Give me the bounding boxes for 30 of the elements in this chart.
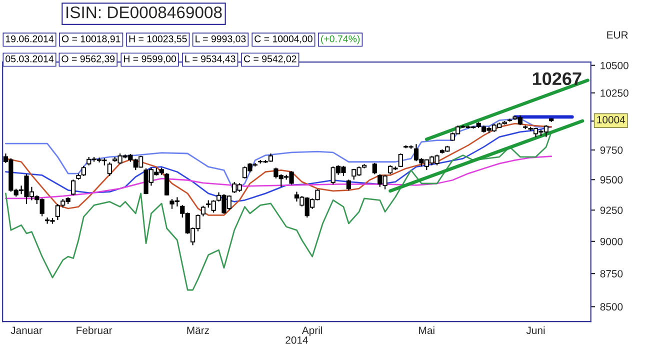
text: L = 9993,03	[196, 35, 246, 44]
y-tick-label: 9500	[600, 176, 623, 184]
x-tick-label: Februar	[76, 326, 112, 334]
annotation: 05.03.2014	[6, 55, 54, 62]
x-tick-label: Januar	[10, 326, 42, 334]
y-tick-label: 8750	[600, 270, 623, 278]
y-tick-label: 10250	[600, 89, 628, 97]
text: H = 10023,55	[129, 35, 187, 44]
x-tick-label: Mai	[419, 326, 434, 334]
y-tick-label: 9250	[600, 206, 623, 214]
text: 10004	[597, 116, 626, 124]
text: (+0.74%)	[321, 35, 360, 44]
annotation: H = 9599,00	[124, 55, 176, 64]
annotation: C = 9542,02	[244, 55, 296, 64]
y-tick-label: 9000	[600, 238, 623, 246]
annotation: O = 9562,39	[62, 55, 115, 64]
annotation: 10267	[532, 72, 582, 86]
text: C = 10004,00	[254, 35, 312, 44]
text: O = 10018,91	[62, 35, 120, 44]
y-axis-title: EUR	[607, 31, 628, 39]
x-tick-label: Juni	[526, 326, 545, 334]
chart-title: ISIN: DE0008469008	[66, 6, 222, 18]
text: 19.06.2014	[6, 35, 54, 42]
x-axis-title: 2014	[286, 336, 308, 344]
x-tick-label: April	[302, 326, 322, 336]
annotation: L = 9534,43	[185, 55, 236, 64]
y-tick-label: 9750	[600, 146, 623, 154]
y-tick-label: 10500	[600, 62, 628, 70]
x-tick-label: März	[187, 326, 210, 334]
y-tick-label: 8500	[600, 303, 623, 311]
